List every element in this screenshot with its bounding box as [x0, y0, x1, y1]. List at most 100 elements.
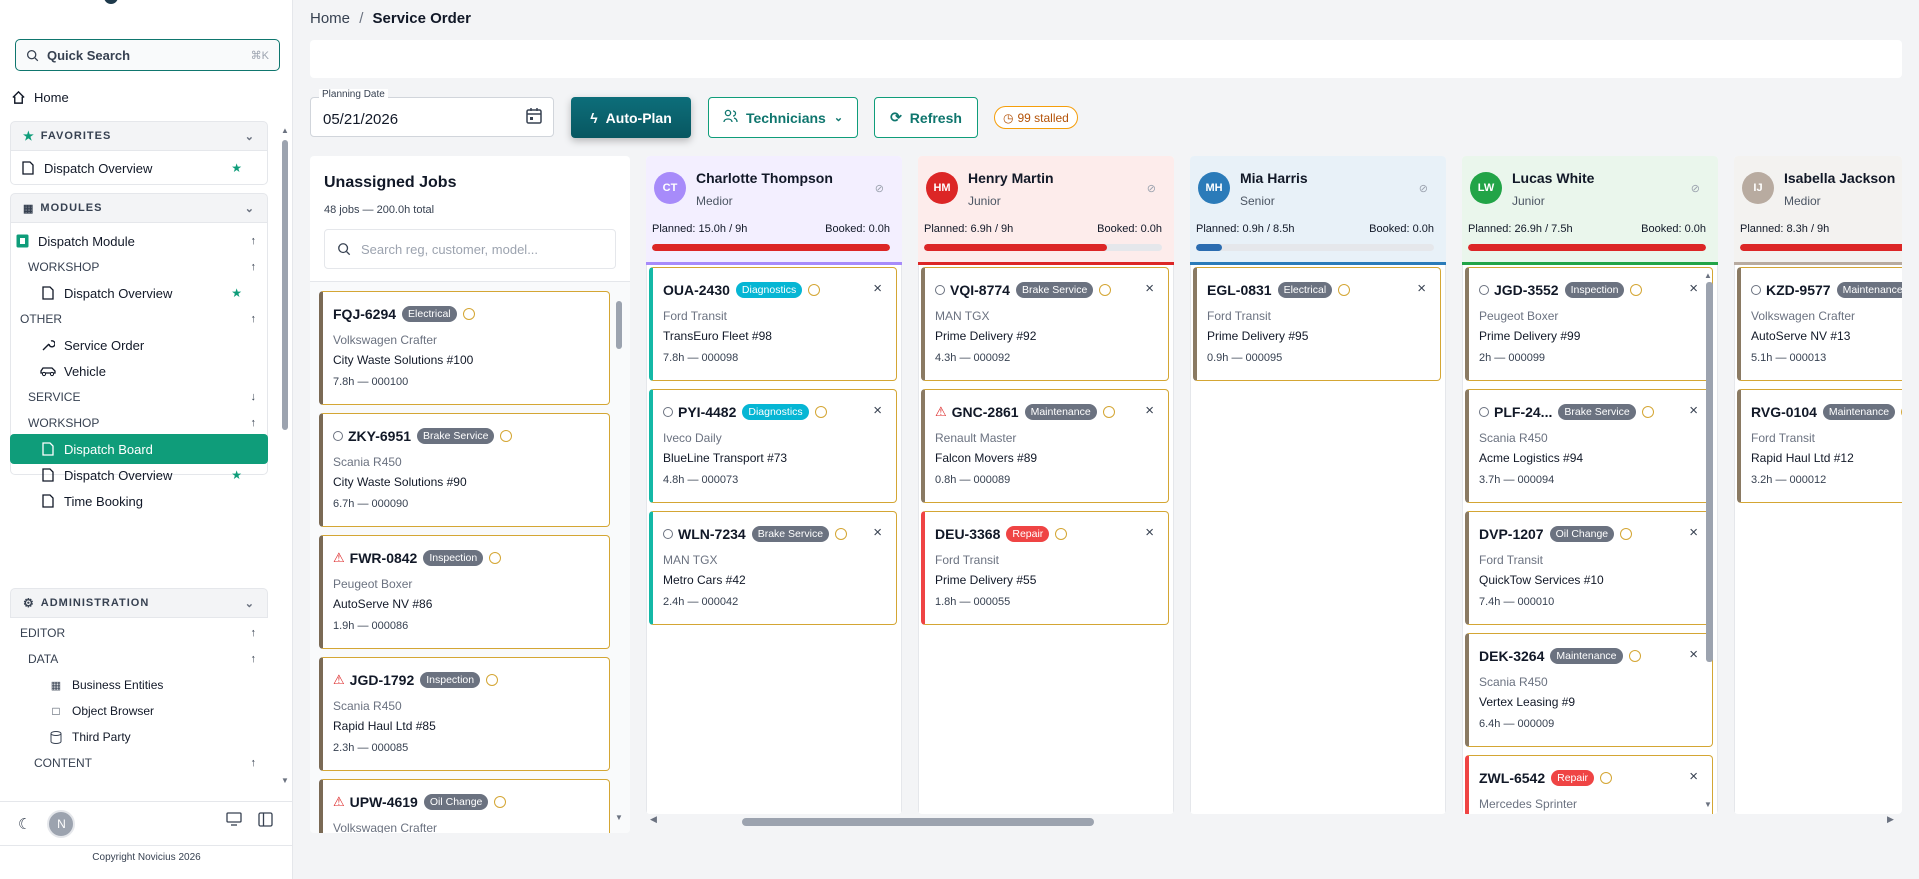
close-icon[interactable]: ×: [1145, 280, 1154, 297]
close-icon[interactable]: ×: [873, 280, 882, 297]
nav-home[interactable]: Home: [10, 82, 268, 112]
group-service[interactable]: SERVICE ↓: [10, 382, 268, 412]
scroll-right-arrow[interactable]: ▶: [1887, 814, 1894, 824]
group-content[interactable]: CONTENT ↑: [10, 748, 268, 778]
star-icon[interactable]: ★: [231, 286, 242, 300]
scroll-down-arrow[interactable]: ▼: [1704, 800, 1712, 809]
star-icon[interactable]: ★: [231, 468, 242, 482]
stalled-badge[interactable]: ◷ 99 stalled: [994, 106, 1078, 129]
group-workshop-1[interactable]: WORKSHOP ↑: [10, 252, 268, 282]
quick-search[interactable]: Quick Search ⌘K: [15, 39, 280, 71]
job-meta: 3.7h — 000094: [1479, 474, 1555, 486]
auto-plan-button[interactable]: ϟ Auto-Plan: [571, 97, 691, 138]
eye-off-icon[interactable]: ⊘: [1146, 183, 1156, 195]
job-card[interactable]: JGD-3552 Inspection Peugeot Boxer Prime Del…: [1465, 267, 1713, 381]
nav-business-entities[interactable]: ▦ Business Entities: [10, 670, 268, 700]
close-icon[interactable]: ×: [873, 524, 882, 541]
scroll-down-arrow[interactable]: ▼: [615, 813, 623, 822]
nav-dispatch-module[interactable]: Dispatch Module ↑: [10, 226, 268, 256]
planning-date-field[interactable]: Planning Date 05/21/2026: [310, 89, 554, 137]
job-card[interactable]: ZWL-6542 Repair Mercedes Sprinter ×: [1465, 755, 1713, 814]
avatar[interactable]: CT: [654, 172, 686, 204]
group-editor[interactable]: EDITOR ↑: [10, 618, 268, 648]
job-card-header: JGD-3552 Inspection: [1479, 282, 1643, 298]
administration-header[interactable]: ⚙ ADMINISTRATION ⌄: [10, 588, 268, 618]
close-icon[interactable]: ×: [1689, 524, 1698, 541]
job-card[interactable]: FQJ-6294 Electrical Volkswagen Crafter City…: [319, 291, 610, 405]
nav-vehicle[interactable]: Vehicle: [10, 356, 268, 386]
job-card[interactable]: PLF-24... Brake Service Scania R450 Acme Lo…: [1465, 389, 1713, 503]
job-customer: Prime Delivery #92: [935, 329, 1037, 343]
group-workshop-2[interactable]: WORKSHOP ↑: [10, 408, 268, 438]
job-card-header: FQJ-6294 Electrical: [333, 306, 475, 322]
moon-icon[interactable]: ☾: [18, 815, 32, 833]
clock-icon: [462, 308, 475, 320]
job-card[interactable]: EGL-0831 Electrical Ford Transit Prime Deli…: [1193, 267, 1441, 381]
star-icon[interactable]: ★: [231, 161, 242, 175]
monitor-icon[interactable]: [226, 812, 242, 831]
scroll-up-arrow[interactable]: ▲: [1704, 271, 1712, 280]
eye-off-icon[interactable]: ⊘: [1690, 183, 1700, 195]
job-card[interactable]: ⚠ UPW-4619 Oil Change Volkswagen Crafter: [319, 779, 610, 833]
horizontal-scrollbar[interactable]: [742, 818, 1094, 826]
job-card[interactable]: RVG-0104 Maintenance Ford Transit Rapid Hau…: [1737, 389, 1902, 503]
modules-header[interactable]: ▦ MODULES ⌄: [10, 193, 268, 223]
avatar[interactable]: IJ: [1742, 172, 1774, 204]
job-card[interactable]: PYI-4482 Diagnostics Iveco Daily BlueLine T…: [649, 389, 897, 503]
job-card[interactable]: DVP-1207 Oil Change Ford Transit QuickTow S…: [1465, 511, 1713, 625]
nav-third-party[interactable]: Third Party: [10, 722, 268, 752]
job-card[interactable]: OUA-2430 Diagnostics Ford Transit TransEuro…: [649, 267, 897, 381]
shortcut-hint: ⌘K: [250, 49, 269, 62]
nav-service-order[interactable]: Service Order: [10, 330, 268, 360]
sidebar-toggle-icon[interactable]: [258, 812, 273, 832]
favorites-header[interactable]: ★ FAVORITES ⌄: [10, 121, 268, 151]
job-card[interactable]: VQI-8774 Brake Service MAN TGX Prime Delive…: [921, 267, 1169, 381]
job-card-header: WLN-7234 Brake Service: [663, 526, 848, 542]
breadcrumb-home[interactable]: Home: [310, 10, 351, 27]
quick-search-label: Quick Search: [47, 47, 131, 63]
unassigned-scrollbar[interactable]: [616, 301, 622, 349]
nav-dispatch-overview-2[interactable]: Dispatch Overview ★: [10, 460, 268, 490]
avatar[interactable]: HM: [926, 172, 958, 204]
job-card[interactable]: ZKY-6951 Brake Service Scania R450 City Was…: [319, 413, 610, 527]
technician-vertical-scrollbar[interactable]: [1706, 282, 1713, 662]
group-data[interactable]: DATA ↑: [10, 644, 268, 674]
close-icon[interactable]: ×: [873, 402, 882, 419]
close-icon[interactable]: ×: [1417, 280, 1426, 297]
avatar[interactable]: MH: [1198, 172, 1230, 204]
close-icon[interactable]: ×: [1145, 402, 1154, 419]
close-icon[interactable]: ×: [1689, 402, 1698, 419]
refresh-button[interactable]: ⟳ Refresh: [874, 97, 978, 138]
scroll-left-arrow[interactable]: ◀: [650, 814, 657, 824]
job-card[interactable]: DEK-3264 Maintenance Scania R450 Vertex Lea…: [1465, 633, 1713, 747]
job-meta: 3.2h — 000012: [1751, 474, 1827, 486]
fav-dispatch-overview[interactable]: Dispatch Overview ★: [10, 153, 268, 183]
group-other[interactable]: OTHER ↑: [10, 304, 268, 334]
sidebar-scrollbar[interactable]: [282, 140, 288, 430]
job-card[interactable]: DEU-3368 Repair Ford Transit Prime Delivery…: [921, 511, 1169, 625]
job-card-header: VQI-8774 Brake Service: [935, 282, 1112, 298]
scroll-up-arrow[interactable]: ▲: [281, 126, 289, 135]
job-card[interactable]: ⚠ JGD-1792 Inspection Scania R450 Rapid Haul…: [319, 657, 610, 771]
job-card[interactable]: KZD-9577 Maintenance Volkswagen Crafter Aut…: [1737, 267, 1902, 381]
nav-dispatch-overview-1[interactable]: Dispatch Overview ★: [10, 278, 268, 308]
eye-off-icon[interactable]: ⊘: [1418, 183, 1428, 195]
nav-object-browser[interactable]: □ Object Browser: [10, 696, 268, 726]
scroll-down-arrow[interactable]: ▼: [281, 776, 289, 785]
eye-off-icon[interactable]: ⊘: [874, 183, 884, 195]
nav-dispatch-board[interactable]: Dispatch Board: [10, 434, 268, 464]
close-icon[interactable]: ×: [1689, 280, 1698, 297]
nav-time-booking[interactable]: Time Booking: [10, 486, 268, 516]
job-card[interactable]: ⚠ GNC-2861 Maintenance Renault Master Falcon…: [921, 389, 1169, 503]
job-meta: 7.4h — 000010: [1479, 596, 1555, 608]
unassigned-search-input[interactable]: Search reg, customer, model...: [324, 229, 616, 269]
avatar[interactable]: N: [47, 809, 76, 838]
technicians-button[interactable]: Technicians ⌄: [708, 97, 858, 138]
calendar-icon[interactable]: [525, 107, 543, 130]
avatar[interactable]: LW: [1470, 172, 1502, 204]
job-card[interactable]: ⚠ FWR-0842 Inspection Peugeot Boxer AutoServ…: [319, 535, 610, 649]
close-icon[interactable]: ×: [1689, 646, 1698, 663]
job-card[interactable]: WLN-7234 Brake Service MAN TGX Metro Cars #…: [649, 511, 897, 625]
close-icon[interactable]: ×: [1689, 768, 1698, 785]
close-icon[interactable]: ×: [1145, 524, 1154, 541]
